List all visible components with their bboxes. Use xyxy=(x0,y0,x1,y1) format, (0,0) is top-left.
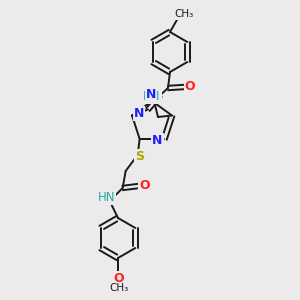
Text: O: O xyxy=(139,179,150,193)
Text: N: N xyxy=(134,107,144,120)
Text: HN: HN xyxy=(143,91,161,103)
Text: O: O xyxy=(114,272,124,284)
Text: N: N xyxy=(152,134,163,148)
Text: N: N xyxy=(146,88,156,100)
Text: CH₃: CH₃ xyxy=(174,9,194,19)
Text: O: O xyxy=(185,80,195,94)
Text: S: S xyxy=(135,151,144,164)
Text: HN: HN xyxy=(98,191,116,205)
Text: CH₃: CH₃ xyxy=(110,283,129,293)
